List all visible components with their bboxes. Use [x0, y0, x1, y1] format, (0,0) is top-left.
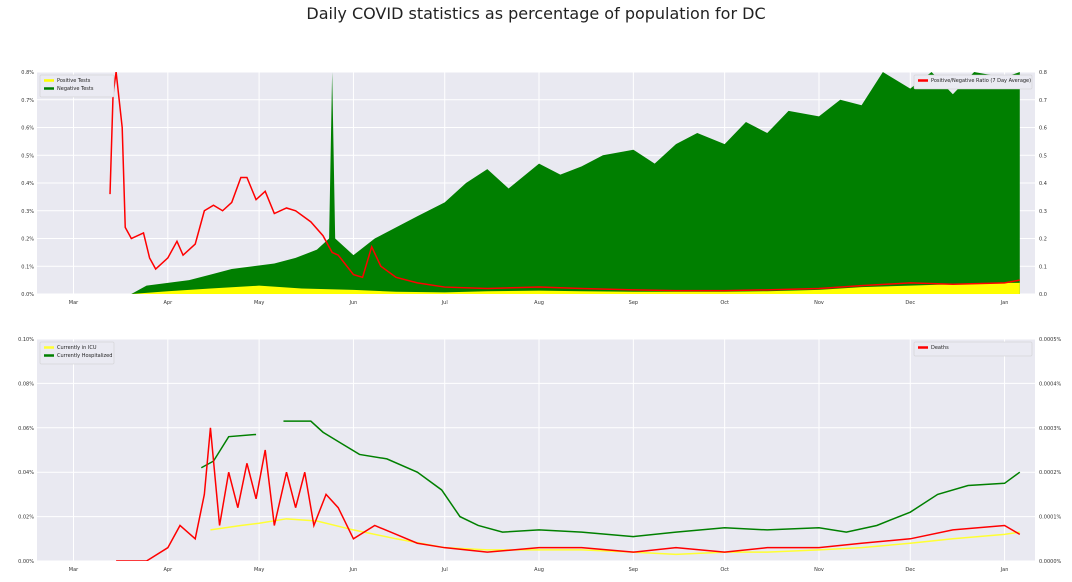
x-tick-label: Mar [69, 567, 79, 573]
panel-1: Mar Apr May Jun Jul Aug Sep Oct Nov Dec Jan 0.0% 0.1… [21, 70, 1047, 306]
x-tick-label: Mar [69, 300, 79, 306]
y-left-tick-label: 0.1% [21, 264, 34, 270]
x-tick-label: Dec [905, 567, 915, 573]
x-tick-label: Jul [441, 567, 448, 573]
y-right-tick-label: 0.0 [1039, 292, 1047, 298]
line-positive-negative-ratio-7-day-average [109, 72, 1020, 292]
x-tick-label: Sep [629, 567, 638, 573]
y-right-tick-label: 0.5 [1039, 153, 1047, 159]
y-right-tick-label: 0.0001% [1039, 515, 1061, 521]
x-tick-label: Oct [720, 567, 729, 573]
y-left-tick-label: 0.10% [18, 337, 34, 343]
legend-label: Currently in ICU [57, 345, 97, 351]
legend-box [913, 341, 1033, 357]
y-left-tick-label: 0.02% [18, 515, 34, 521]
legend-label: Positive/Negative Ratio (7 Day Average) [931, 78, 1031, 84]
y-right-tick-label: 0.6 [1039, 126, 1047, 132]
y-left-tick-label: 0.04% [18, 470, 34, 476]
y-right-tick-label: 0.0004% [1039, 381, 1061, 387]
x-tick-label: Apr [164, 567, 174, 573]
y-left-tick-label: 0.4% [21, 181, 34, 187]
y-left-tick-label: 0.5% [21, 153, 34, 159]
y-left-tick-label: 0.08% [18, 381, 34, 387]
area-negative-tests [131, 72, 1020, 294]
y-right-tick-label: 0.7 [1039, 98, 1047, 104]
x-tick-label: Aug [534, 567, 544, 573]
legend-left: Currently in ICU Currently Hospitalized [39, 341, 115, 365]
y-left-tick-label: 0.7% [21, 98, 34, 104]
legend-right: Positive/Negative Ratio (7 Day Average) [913, 74, 1033, 90]
legend-label: Positive Tests [57, 78, 91, 84]
y-right-tick-label: 0.4 [1039, 181, 1047, 187]
y-left-tick-label: 0.6% [21, 126, 34, 132]
x-tick-label: Nov [814, 567, 824, 573]
legend-left: Positive Tests Negative Tests [39, 74, 115, 98]
x-tick-label: Sep [629, 300, 638, 306]
y-left-tick-label: 0.8% [21, 70, 34, 76]
legend-box [39, 341, 115, 365]
x-tick-label: Jan [1000, 300, 1009, 306]
y-right-tick-label: 0.3 [1039, 209, 1047, 215]
y-left-tick-label: 0.2% [21, 237, 34, 243]
area-positive-tests [131, 282, 1020, 294]
plot-area [37, 339, 1035, 561]
x-tick-label: Oct [720, 300, 729, 306]
x-tick-label: Nov [814, 300, 824, 306]
x-tick-label: Aug [534, 300, 544, 306]
legend-box [913, 74, 1033, 90]
chart-title: Daily COVID statistics as percentage of … [306, 4, 766, 23]
x-tick-label: Jan [1000, 567, 1009, 573]
x-tick-label: Jun [349, 300, 358, 306]
x-tick-label: Apr [164, 300, 174, 306]
y-right-tick-label: 0.2 [1039, 237, 1047, 243]
y-right-tick-label: 0.0002% [1039, 470, 1061, 476]
x-tick-label: Jul [441, 300, 448, 306]
x-tick-label: May [254, 300, 264, 306]
y-right-tick-label: 0.0005% [1039, 337, 1061, 343]
y-left-tick-label: 0.06% [18, 426, 34, 432]
y-left-tick-label: 0.3% [21, 209, 34, 215]
series-layer [109, 72, 1020, 294]
line-currently-in-icu [210, 518, 1020, 556]
y-left-tick-label: 0.0% [21, 292, 34, 298]
legend-label: Negative Tests [57, 86, 94, 92]
legend-right: Deaths [913, 341, 1033, 357]
series-layer [116, 420, 1021, 561]
y-right-tick-label: 0.0000% [1039, 559, 1061, 565]
y-right-tick-label: 0.0003% [1039, 426, 1061, 432]
x-tick-label: Dec [905, 300, 915, 306]
y-left-tick-label: 0.00% [18, 559, 34, 565]
legend-label: Deaths [931, 345, 949, 351]
y-right-tick-label: 0.1 [1039, 264, 1047, 270]
panel-2: Mar Apr May Jun Jul Aug Sep Oct Nov Dec Jan 0.00% 0.… [18, 337, 1061, 573]
x-tick-label: Jun [349, 567, 358, 573]
legend-box [39, 74, 115, 98]
x-tick-label: May [254, 567, 264, 573]
line-deaths [116, 427, 1021, 561]
y-right-tick-label: 0.8 [1039, 70, 1047, 76]
legend-label: Currently Hospitalized [57, 353, 112, 359]
